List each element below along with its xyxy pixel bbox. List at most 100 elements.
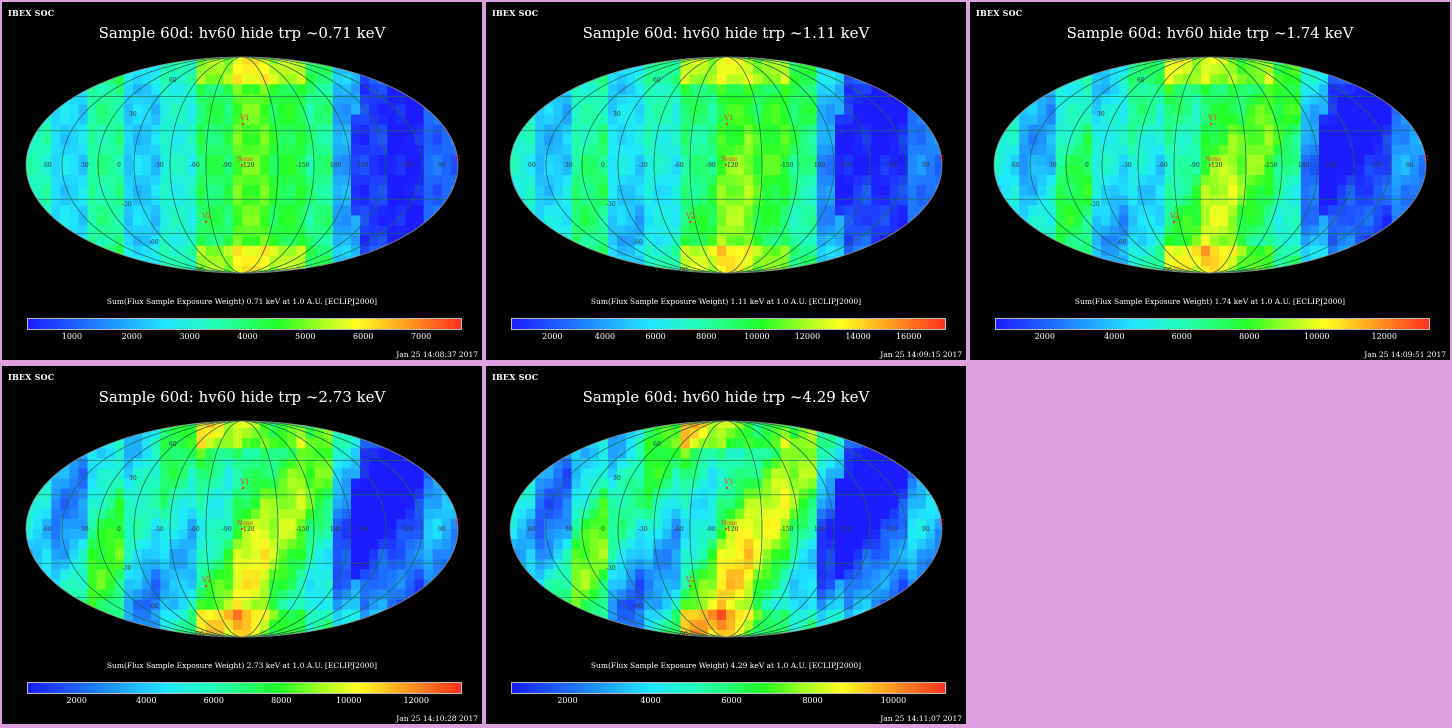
heatmap-cell — [1128, 195, 1138, 206]
heatmap-cell — [178, 265, 189, 273]
heatmap-cell — [607, 144, 618, 156]
heatmap-cell — [1355, 225, 1366, 237]
heatmap-cell — [1355, 84, 1366, 95]
heatmap-cell — [33, 478, 43, 490]
heatmap-cell — [123, 549, 134, 560]
heatmap-cell — [526, 84, 536, 95]
heatmap-cell — [644, 185, 654, 196]
heatmap-cell — [360, 508, 370, 520]
heatmap-cell — [1337, 64, 1347, 75]
heatmap-cell — [60, 599, 71, 611]
heatmap-cell — [169, 488, 180, 500]
heatmap-cell — [251, 569, 261, 581]
heatmap-cell — [114, 175, 125, 186]
heatmap-cell — [1409, 74, 1420, 85]
heatmap-cell — [662, 235, 673, 247]
heatmap-cell — [780, 215, 791, 227]
heatmap-cell — [1119, 154, 1129, 166]
heatmap-cell — [314, 265, 325, 273]
heatmap-cell — [589, 225, 600, 237]
heatmap-cell — [771, 175, 782, 186]
heatmap-cell — [607, 124, 618, 136]
meridian — [133, 421, 351, 637]
heatmap-cell — [589, 255, 600, 267]
heatmap-cell — [553, 508, 564, 520]
heatmap-cell — [1119, 104, 1129, 116]
heatmap-cell — [1382, 84, 1393, 95]
longitude-label: 90 — [438, 526, 446, 533]
heatmap-cell — [789, 225, 800, 237]
map-panel-4: IBEX SOC Sample 60d: hv60 hide trp ~2.73… — [2, 366, 482, 724]
heatmap-cell — [880, 215, 891, 227]
heatmap-cell — [387, 74, 398, 85]
heatmap-cell — [305, 94, 316, 106]
heatmap-cell — [187, 94, 198, 106]
heatmap-cell — [680, 508, 691, 520]
heatmap-cell — [1137, 245, 1148, 257]
heatmap-cell — [26, 114, 34, 126]
heatmap-cell — [42, 478, 52, 490]
heatmap-cell — [51, 57, 61, 65]
heatmap-cell — [1382, 265, 1393, 273]
v1-marker — [241, 486, 245, 490]
heatmap-cell — [853, 134, 863, 146]
heatmap-cell — [1391, 64, 1402, 75]
meridian — [97, 57, 387, 273]
heatmap-cell — [1373, 225, 1384, 237]
heatmap-cell — [1328, 225, 1338, 237]
heatmap-cell — [907, 124, 918, 136]
heatmap-cell — [414, 74, 425, 85]
heatmap-cell — [889, 165, 900, 176]
heatmap-cell — [626, 488, 636, 500]
heatmap-cell — [535, 428, 545, 439]
heatmap-cell — [635, 265, 645, 273]
v2-marker — [204, 584, 208, 588]
heatmap-cell — [753, 114, 763, 126]
heatmap-cell — [260, 64, 270, 75]
heatmap-cell — [571, 539, 582, 550]
heatmap-cell — [87, 508, 98, 520]
heatmap-cell — [680, 225, 691, 237]
heatmap-cell — [1055, 245, 1066, 257]
heatmap-cell — [1219, 225, 1229, 237]
heatmap-cell — [214, 94, 225, 106]
heatmap-cell — [994, 255, 1002, 267]
heatmap-cell — [1128, 84, 1138, 95]
heatmap-cell — [1110, 154, 1120, 166]
heatmap-cell — [232, 134, 243, 146]
heatmap-cell — [1264, 144, 1275, 156]
heatmap-cell — [1155, 175, 1166, 186]
heatmap-cell — [589, 134, 600, 146]
heatmap-cell — [1137, 225, 1148, 237]
heatmap-cell — [562, 478, 573, 490]
heatmap-cell — [51, 175, 61, 186]
heatmap-cell — [934, 57, 942, 65]
heatmap-cell — [1182, 84, 1193, 95]
heatmap-cell — [260, 438, 270, 449]
heatmap-cell — [142, 498, 152, 510]
heatmap-cell — [1237, 104, 1247, 116]
heatmap-cell — [123, 589, 134, 601]
heatmap-cell — [296, 134, 307, 146]
heatmap-cell — [535, 619, 545, 631]
heatmap-cell — [726, 265, 736, 273]
heatmap-cell — [178, 539, 189, 550]
heatmap-cell — [214, 569, 225, 581]
heatmap-cell — [1255, 215, 1266, 227]
heatmap-cell — [607, 225, 618, 237]
heatmap-cell — [925, 114, 936, 126]
heatmap-cell — [432, 245, 443, 257]
heatmap-cell — [432, 518, 443, 530]
heatmap-cell — [1409, 154, 1420, 166]
heatmap-cell — [553, 245, 564, 257]
heatmap-cell — [1128, 124, 1138, 136]
heatmap-cell — [1319, 144, 1329, 156]
heatmap-cell — [351, 529, 361, 540]
heatmap-cell — [1400, 245, 1411, 257]
heatmap-cell — [844, 165, 854, 176]
heatmap-cell — [114, 225, 125, 237]
heatmap-cell — [771, 185, 782, 196]
heatmap-cell — [553, 235, 564, 247]
heatmap-cell — [889, 64, 900, 75]
heatmap-cell — [1019, 64, 1029, 75]
